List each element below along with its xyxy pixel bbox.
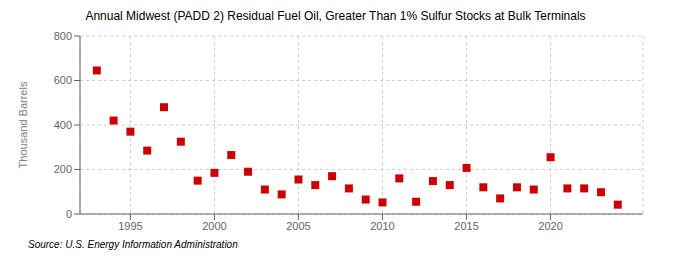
- svg-text:200: 200: [54, 163, 72, 175]
- svg-text:2020: 2020: [538, 220, 562, 232]
- svg-text:Thousand Barrels: Thousand Barrels: [17, 81, 29, 168]
- svg-text:2010: 2010: [370, 220, 394, 232]
- svg-text:400: 400: [54, 119, 72, 131]
- svg-text:0: 0: [66, 208, 72, 220]
- svg-text:2005: 2005: [286, 220, 310, 232]
- svg-text:600: 600: [54, 74, 72, 86]
- svg-text:800: 800: [54, 30, 72, 42]
- svg-text:1995: 1995: [118, 220, 142, 232]
- html-text:Annual Midwest (PADD 2) Residu: Annual Midwest (PADD 2) Residual Fuel Oi…: [85, 9, 586, 23]
- svg-text:2015: 2015: [454, 220, 478, 232]
- svg-text:2000: 2000: [202, 220, 226, 232]
- html-text:Source: U.S. Energy Informatio: Source: U.S. Energy Information Administ…: [28, 239, 238, 250]
